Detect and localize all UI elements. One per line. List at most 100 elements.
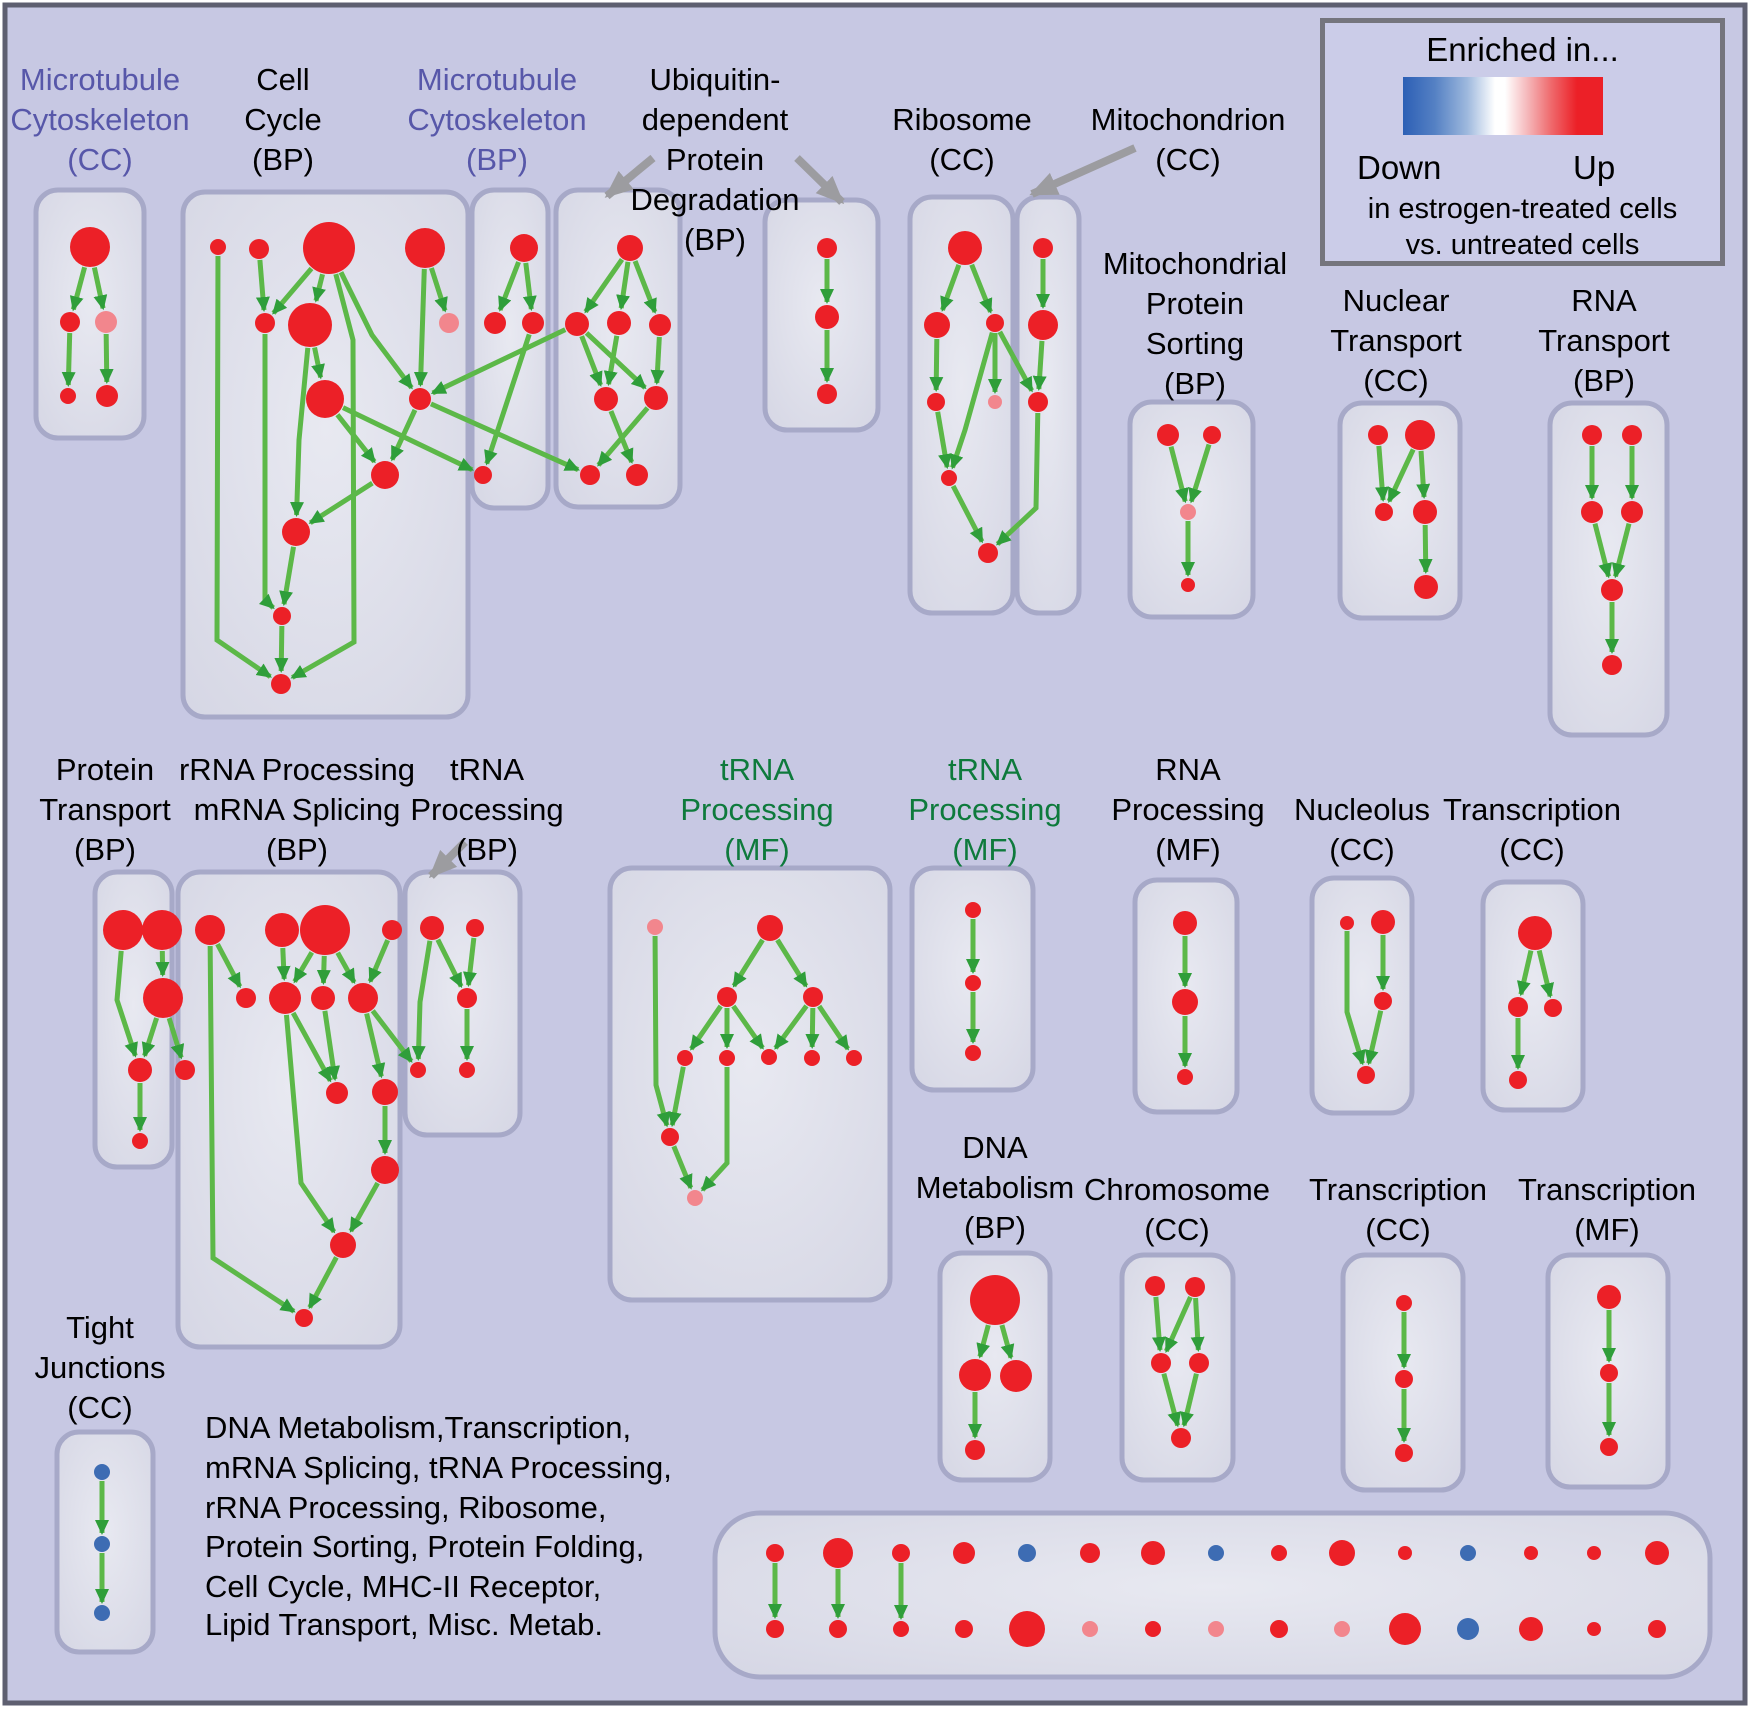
edge-rr8-tb4	[370, 1009, 414, 1063]
node-b15b	[1648, 1620, 1666, 1638]
group-label: Transport	[1330, 323, 1462, 358]
node-rp2	[1172, 989, 1198, 1015]
legend-up-label: Up	[1573, 149, 1616, 186]
edge-rb1-rb2	[940, 264, 962, 312]
node-tc2	[1508, 997, 1528, 1017]
node-b8t	[1208, 1545, 1224, 1561]
node-t22	[1395, 1370, 1413, 1388]
edge-mb3-mb4	[484, 333, 532, 466]
edge-mi2-mi3	[1032, 340, 1047, 392]
node-b14b	[1587, 1622, 1601, 1636]
node-rt2	[1622, 425, 1642, 445]
node-ts1	[965, 902, 981, 918]
label-pointer-arrow	[604, 154, 656, 200]
node-u23	[817, 384, 837, 404]
node-tm7	[804, 1050, 820, 1066]
edge-mtc3-mtc5	[99, 333, 114, 385]
note-line: rRNA Processing, Ribosome,	[205, 1490, 606, 1525]
node-b5b	[1009, 1611, 1045, 1647]
edge-tm4-tm9	[667, 1066, 686, 1128]
edge-uba-cc9	[430, 327, 567, 396]
group-label: (CC)	[1155, 142, 1220, 177]
group-label: RNA	[1571, 283, 1637, 318]
node-nt3	[1375, 503, 1393, 521]
edge-rb2-rb4	[929, 338, 944, 393]
node-mi2	[1028, 310, 1058, 340]
node-rr8	[348, 983, 378, 1013]
group-label: (BP)	[684, 222, 746, 257]
note-line: Protein Sorting, Protein Folding,	[205, 1529, 644, 1564]
edge-ch3-ch5	[1161, 1372, 1182, 1428]
group-label: Cytoskeleton	[407, 102, 586, 137]
edge-tm3-tm7	[805, 1007, 820, 1050]
node-pt2	[142, 910, 182, 950]
node-b5t	[1018, 1544, 1036, 1562]
node-b13b	[1519, 1617, 1543, 1641]
edge-nc1-nc4	[1344, 931, 1366, 1066]
edge-rr1-rr13	[207, 945, 296, 1314]
edge-nc3-nc4	[1364, 1010, 1384, 1066]
node-mtc3	[95, 311, 117, 333]
group-label: Microtubule	[20, 62, 180, 97]
group-label: Transport	[39, 792, 171, 827]
node-tj1	[94, 1464, 110, 1480]
group-label: Mitochondrion	[1091, 102, 1286, 137]
node-rt1	[1582, 425, 1602, 445]
group-label: (MF)	[724, 832, 789, 867]
edge-rr3-rr8	[335, 951, 357, 985]
node-tm10	[687, 1190, 703, 1206]
node-ubf	[580, 465, 600, 485]
group-box-dna-metabolism-bp	[937, 1250, 1053, 1483]
edge-ub0-ubb	[616, 261, 631, 311]
node-t31	[1597, 1285, 1621, 1309]
edge-dm1-dm2	[976, 1324, 991, 1359]
edge-rr8-rr10	[364, 1013, 386, 1079]
node-ts2	[965, 975, 981, 991]
group-box-mixed-functions	[712, 1510, 1713, 1680]
edge-rr3-rr7	[316, 955, 331, 986]
node-b6t	[1080, 1543, 1100, 1563]
node-nc4	[1357, 1066, 1375, 1084]
node-rb5	[988, 395, 1002, 409]
edge-tm0-tm9	[652, 935, 671, 1128]
group-label: Cytoskeleton	[10, 102, 189, 137]
note-line: Lipid Transport, Misc. Metab.	[205, 1607, 603, 1642]
node-tm3	[803, 987, 823, 1007]
edge-rr7-rr9	[322, 1010, 340, 1082]
edge-rb4-rb6	[935, 411, 952, 470]
group-label: Processing	[680, 792, 833, 827]
node-b11t	[1398, 1546, 1412, 1560]
node-ubc	[649, 314, 671, 336]
group-label: Junctions	[35, 1350, 166, 1385]
node-tm0	[647, 919, 663, 935]
edge-ch4-ch5	[1180, 1373, 1199, 1428]
group-label: (BP)	[1164, 366, 1226, 401]
node-b2b	[829, 1620, 847, 1638]
node-dm4	[965, 1440, 985, 1460]
node-mb1	[510, 234, 538, 262]
edge-cc5-cc12	[258, 334, 275, 610]
edge-tm2-tm4	[689, 1004, 723, 1051]
node-mtc2	[60, 312, 80, 332]
node-ubg	[626, 464, 648, 486]
node-pt3	[143, 978, 183, 1018]
node-tb3	[457, 988, 477, 1008]
node-mb4	[474, 466, 492, 484]
edge-cc3-cc9	[338, 271, 414, 390]
group-label: Processing	[1111, 792, 1264, 827]
node-ch2	[1185, 1277, 1205, 1297]
edge-rr3-rr6	[292, 951, 314, 984]
group-label: tRNA	[450, 752, 524, 787]
node-t33	[1600, 1438, 1618, 1456]
edge-cc8-cc10	[335, 413, 377, 464]
edge-cc6-cc8	[311, 347, 325, 380]
edge-mb1-mb3	[522, 262, 537, 312]
group-label: rRNA Processing	[179, 752, 415, 787]
node-cc12	[273, 607, 291, 625]
node-uba	[565, 312, 589, 336]
node-tm4	[677, 1050, 693, 1066]
node-cc9	[409, 388, 431, 410]
node-cc13	[271, 674, 291, 694]
edge-mtc1-mtc2	[69, 266, 88, 312]
edge-cc6-cc11	[289, 347, 311, 518]
